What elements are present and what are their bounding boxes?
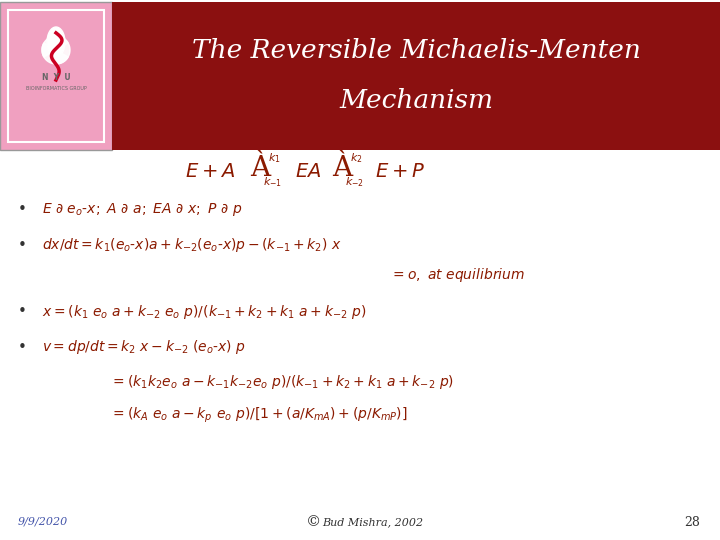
Text: $x = (k_1\ e_o\ a + k_{-2}\ e_o\ p)/(k_{-1} + k_2 + k_1\ a + k_{-2}\ p)$: $x = (k_1\ e_o\ a + k_{-2}\ e_o\ p)/(k_{… xyxy=(42,303,366,321)
Text: $dx/dt = k_1(e_o\text{-}x)a + k_{-2}(e_o\text{-}x)p - (k_{-1}+k_2)\ x$: $dx/dt = k_1(e_o\text{-}x)a + k_{-2}(e_o… xyxy=(42,236,341,254)
Text: $E + P$: $E + P$ xyxy=(375,163,425,181)
Text: À: À xyxy=(250,156,270,183)
Text: $k_1$: $k_1$ xyxy=(268,151,281,165)
Ellipse shape xyxy=(47,27,65,57)
Text: 28: 28 xyxy=(684,516,700,529)
Text: ©: © xyxy=(306,515,321,529)
Text: À: À xyxy=(332,156,352,183)
Text: $v = dp/dt = k_2\ x - k_{-2}\ (e_o\text{-}x)\ p$: $v = dp/dt = k_2\ x - k_{-2}\ (e_o\text{… xyxy=(42,338,246,356)
Text: •: • xyxy=(18,238,27,253)
Text: Bud Mishra, 2002: Bud Mishra, 2002 xyxy=(322,517,423,527)
Text: N  Y  U: N Y U xyxy=(42,73,71,83)
Text: $= o,\ at\ equilibrium$: $= o,\ at\ equilibrium$ xyxy=(390,266,525,284)
Text: $k_{-2}$: $k_{-2}$ xyxy=(345,175,364,189)
FancyBboxPatch shape xyxy=(8,10,104,142)
Text: $E\ \partial\ e_o\text{-}x;\ A\ \partial\ a;\ EA\ \partial\ x;\ P\ \partial\ p$: $E\ \partial\ e_o\text{-}x;\ A\ \partial… xyxy=(42,201,242,219)
Bar xyxy=(112,2,720,150)
Polygon shape xyxy=(42,43,68,64)
Text: •: • xyxy=(18,340,27,354)
Text: $= (k_1 k_2 e_o\ a - k_{-1} k_{-2} e_o\ p)/(k_{-1} + k_2 + k_1\ a + k_{-2}\ p)$: $= (k_1 k_2 e_o\ a - k_{-1} k_{-2} e_o\ … xyxy=(110,373,454,391)
Text: $= (k_A\ e_o\ a - k_p\ e_o\ p)/[1 + (a/K_{mA}) + (p/K_{mP})]$: $= (k_A\ e_o\ a - k_p\ e_o\ p)/[1 + (a/K… xyxy=(110,406,408,424)
Text: $k_{-1}$: $k_{-1}$ xyxy=(263,175,282,189)
Polygon shape xyxy=(42,36,68,57)
Text: $EA$: $EA$ xyxy=(295,163,321,181)
Bar xyxy=(0,2,112,150)
Text: $k_2$: $k_2$ xyxy=(350,151,363,165)
Text: Mechanism: Mechanism xyxy=(339,87,493,112)
Text: $E + A$: $E + A$ xyxy=(185,163,235,181)
Text: The Reversible Michaelis-Menten: The Reversible Michaelis-Menten xyxy=(192,37,640,63)
Polygon shape xyxy=(56,36,70,64)
Text: •: • xyxy=(18,202,27,218)
Text: •: • xyxy=(18,305,27,320)
Text: 9/9/2020: 9/9/2020 xyxy=(18,517,68,527)
Text: BIOINFORMATICS GROUP: BIOINFORMATICS GROUP xyxy=(26,85,86,91)
